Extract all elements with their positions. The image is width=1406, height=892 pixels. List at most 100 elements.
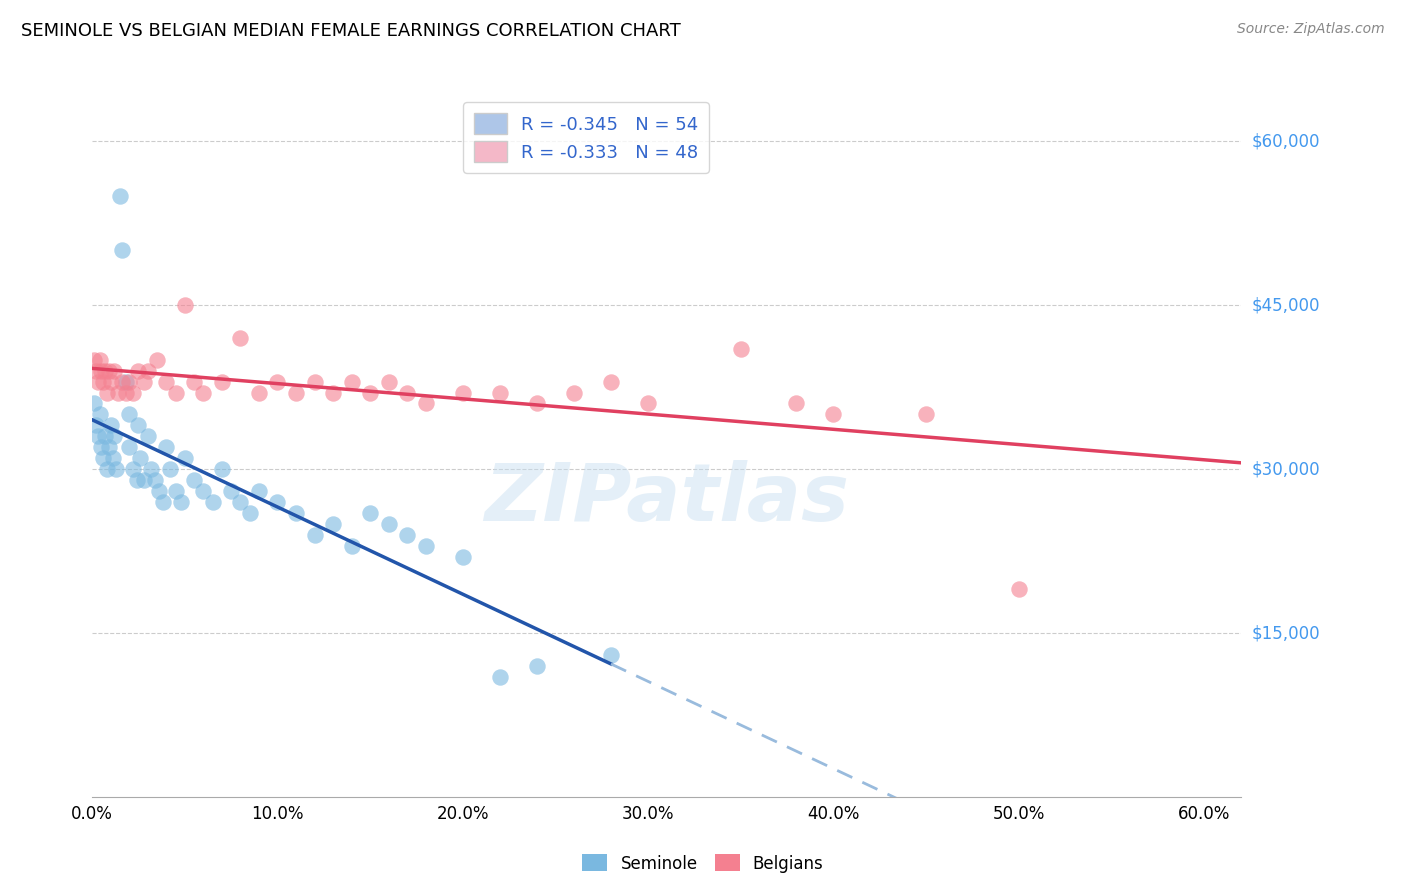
Point	[340, 539, 363, 553]
Point	[193, 483, 215, 498]
Point	[526, 659, 548, 673]
Point	[84, 364, 107, 378]
Point	[165, 385, 187, 400]
Text: $60,000: $60,000	[1253, 132, 1320, 150]
Point	[118, 375, 141, 389]
Point	[152, 495, 174, 509]
Point	[415, 396, 437, 410]
Point	[526, 396, 548, 410]
Point	[143, 473, 166, 487]
Point	[396, 527, 419, 541]
Point	[96, 385, 118, 400]
Point	[229, 331, 252, 345]
Text: ZIPatlas: ZIPatlas	[484, 459, 849, 538]
Point	[304, 527, 326, 541]
Point	[103, 429, 125, 443]
Point	[108, 188, 131, 202]
Point	[97, 440, 120, 454]
Point	[415, 539, 437, 553]
Point	[183, 375, 205, 389]
Point	[103, 364, 125, 378]
Point	[785, 396, 807, 410]
Point	[915, 408, 938, 422]
Point	[266, 375, 288, 389]
Point	[101, 451, 124, 466]
Point	[322, 385, 344, 400]
Point	[132, 375, 155, 389]
Point	[193, 385, 215, 400]
Point	[83, 352, 105, 367]
Text: $15,000: $15,000	[1253, 624, 1320, 642]
Point	[229, 495, 252, 509]
Point	[488, 385, 510, 400]
Point	[183, 473, 205, 487]
Point	[823, 408, 845, 422]
Point	[730, 342, 752, 356]
Point	[89, 408, 111, 422]
Point	[600, 648, 623, 662]
Point	[114, 385, 136, 400]
Point	[136, 429, 159, 443]
Point	[83, 396, 105, 410]
Point	[90, 440, 112, 454]
Point	[637, 396, 659, 410]
Point	[89, 352, 111, 367]
Point	[488, 670, 510, 684]
Point	[451, 549, 474, 564]
Point	[132, 473, 155, 487]
Point	[122, 385, 145, 400]
Point	[128, 364, 150, 378]
Point	[129, 451, 152, 466]
Point	[87, 429, 110, 443]
Point	[155, 375, 177, 389]
Point	[266, 495, 288, 509]
Point	[340, 375, 363, 389]
Point	[146, 352, 169, 367]
Point	[170, 495, 193, 509]
Point	[159, 462, 181, 476]
Point	[122, 462, 145, 476]
Point	[173, 298, 195, 312]
Point	[91, 451, 114, 466]
Point	[451, 385, 474, 400]
Point	[111, 375, 134, 389]
Point	[111, 244, 134, 258]
Point	[1007, 582, 1029, 597]
Point	[165, 483, 187, 498]
Point	[247, 483, 270, 498]
Point	[377, 375, 399, 389]
Point	[211, 375, 233, 389]
Point	[90, 364, 112, 378]
Point	[322, 516, 344, 531]
Text: Source: ZipAtlas.com: Source: ZipAtlas.com	[1237, 22, 1385, 37]
Point	[94, 364, 117, 378]
Text: $30,000: $30,000	[1253, 460, 1320, 478]
Point	[128, 418, 150, 433]
Point	[84, 418, 107, 433]
Point	[239, 506, 262, 520]
Point	[97, 364, 120, 378]
Point	[114, 375, 136, 389]
Point	[118, 408, 141, 422]
Legend: R = -0.345   N = 54, R = -0.333   N = 48: R = -0.345 N = 54, R = -0.333 N = 48	[463, 103, 709, 173]
Point	[100, 375, 122, 389]
Point	[96, 462, 118, 476]
Point	[377, 516, 399, 531]
Point	[155, 440, 177, 454]
Point	[100, 418, 122, 433]
Point	[118, 440, 141, 454]
Point	[304, 375, 326, 389]
Text: SEMINOLE VS BELGIAN MEDIAN FEMALE EARNINGS CORRELATION CHART: SEMINOLE VS BELGIAN MEDIAN FEMALE EARNIN…	[21, 22, 681, 40]
Point	[201, 495, 224, 509]
Point	[219, 483, 242, 498]
Point	[359, 385, 381, 400]
Point	[105, 462, 128, 476]
Point	[87, 375, 110, 389]
Point	[562, 385, 585, 400]
Point	[211, 462, 233, 476]
Point	[125, 473, 148, 487]
Point	[173, 451, 195, 466]
Point	[247, 385, 270, 400]
Point	[141, 462, 163, 476]
Text: $45,000: $45,000	[1253, 296, 1320, 314]
